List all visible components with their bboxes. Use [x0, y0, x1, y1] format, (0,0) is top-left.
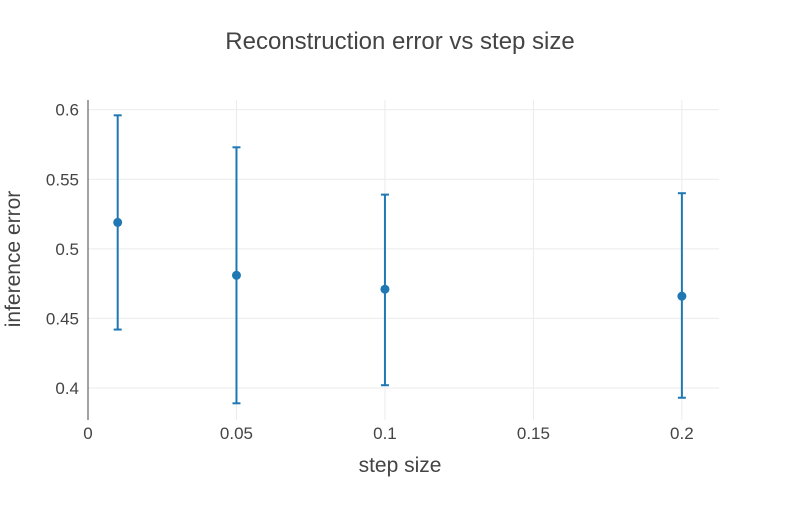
x-tick-label: 0: [83, 424, 92, 443]
data-point: [231, 270, 241, 280]
data-point: [113, 217, 123, 227]
data-point: [380, 284, 390, 294]
x-axis-label: step size: [359, 454, 442, 477]
y-tick-label: 0.55: [46, 170, 79, 189]
x-tick-label: 0.05: [220, 424, 253, 443]
x-tick-label: 0.1: [373, 424, 397, 443]
y-tick-label: 0.6: [55, 101, 79, 120]
y-tick-label: 0.45: [46, 309, 79, 328]
x-tick-label: 0.15: [517, 424, 550, 443]
y-axis-label: inference error: [2, 191, 25, 328]
data-layer: [113, 114, 687, 405]
grid-layer: [88, 100, 719, 420]
x-tick-label: 0.2: [670, 424, 694, 443]
chart-title: Reconstruction error vs step size: [225, 28, 574, 55]
tick-layer: 0 0.05 0.1 0.15 0.2 0.4 0.45 0.5 0.55 0.6: [46, 101, 694, 443]
data-point: [677, 291, 687, 301]
y-tick-label: 0.4: [55, 379, 79, 398]
y-tick-label: 0.5: [55, 240, 79, 259]
